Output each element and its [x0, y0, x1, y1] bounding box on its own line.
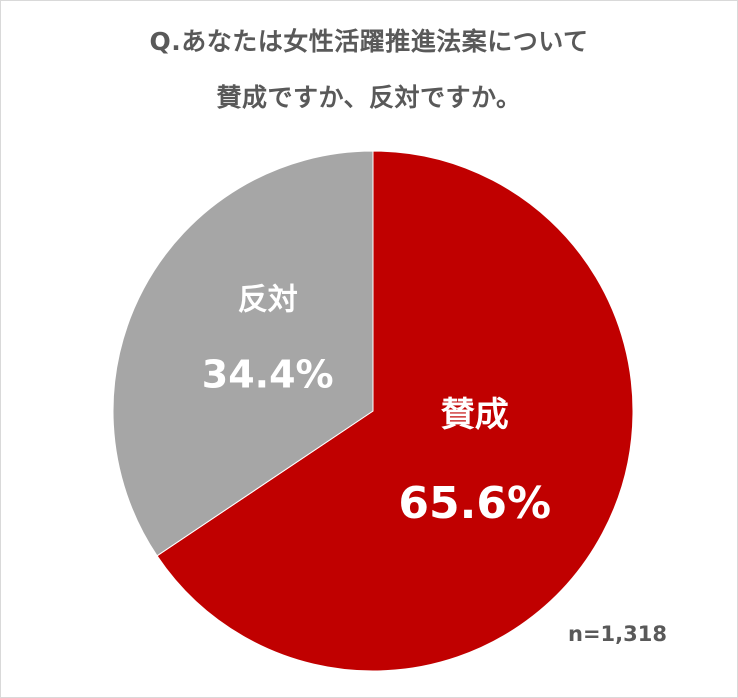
slice-value-agree: 65.6% — [398, 478, 551, 529]
slice-value-disagree: 34.4% — [202, 352, 334, 396]
slice-label-agree: 賛成 — [441, 395, 509, 435]
pie-slice-disagree — [112, 150, 374, 557]
slice-label-disagree: 反対 — [238, 282, 298, 317]
pie-slice-agree — [156, 150, 634, 672]
chart-title-line-2: 賛成ですか、反対ですか。 — [216, 83, 522, 112]
chart-title-line-1: Q.あなたは女性活躍推進法案について — [149, 27, 589, 56]
sample-size-note: n=1,318 — [568, 622, 667, 646]
